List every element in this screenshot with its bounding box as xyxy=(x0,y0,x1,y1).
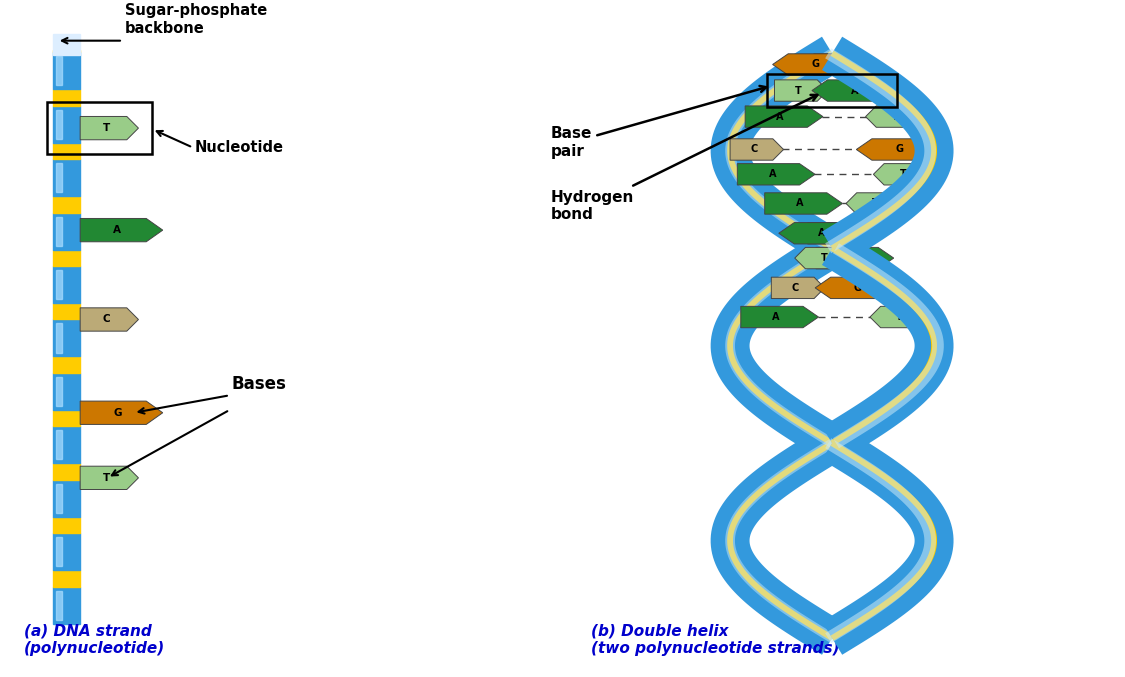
Bar xyxy=(56,377,62,406)
Bar xyxy=(53,34,80,56)
Bar xyxy=(53,427,80,463)
Polygon shape xyxy=(808,223,861,244)
Text: T: T xyxy=(828,228,835,238)
Bar xyxy=(53,196,80,213)
Text: A: A xyxy=(850,85,858,95)
Polygon shape xyxy=(737,164,814,185)
Bar xyxy=(53,517,80,533)
Polygon shape xyxy=(812,80,890,102)
Bar xyxy=(53,50,80,52)
Text: G: G xyxy=(896,144,903,154)
Text: T: T xyxy=(102,123,110,133)
Bar xyxy=(53,373,80,410)
Polygon shape xyxy=(873,164,927,185)
Polygon shape xyxy=(80,401,163,424)
Polygon shape xyxy=(816,277,893,299)
Bar xyxy=(56,163,62,192)
Polygon shape xyxy=(774,80,828,102)
Bar xyxy=(53,463,80,480)
Text: A: A xyxy=(114,225,122,235)
Polygon shape xyxy=(730,139,783,160)
Bar xyxy=(53,533,80,570)
Polygon shape xyxy=(794,247,848,269)
Text: G: G xyxy=(811,60,819,70)
Bar xyxy=(53,213,80,250)
Text: Sugar-phosphate
backbone: Sugar-phosphate backbone xyxy=(125,3,267,36)
Polygon shape xyxy=(765,193,843,214)
Bar xyxy=(53,356,80,373)
Polygon shape xyxy=(740,307,819,328)
Bar xyxy=(56,324,62,353)
Polygon shape xyxy=(80,116,138,139)
Text: T: T xyxy=(821,253,828,263)
Text: T: T xyxy=(892,112,899,122)
Bar xyxy=(53,320,80,356)
Bar xyxy=(53,52,80,89)
Text: C: C xyxy=(792,283,799,293)
Text: A: A xyxy=(768,169,776,179)
Polygon shape xyxy=(745,106,822,127)
Text: G: G xyxy=(114,408,122,418)
Polygon shape xyxy=(773,53,850,75)
Bar xyxy=(53,34,80,56)
Bar xyxy=(53,250,80,266)
Polygon shape xyxy=(80,219,163,242)
Text: Bases: Bases xyxy=(232,375,287,393)
Text: Hydrogen
bond: Hydrogen bond xyxy=(550,95,818,222)
Text: Nucleotide: Nucleotide xyxy=(195,140,284,155)
Bar xyxy=(56,431,62,460)
Text: (a) DNA strand
(polynucleotide): (a) DNA strand (polynucleotide) xyxy=(24,624,165,655)
Text: A: A xyxy=(847,253,855,263)
Polygon shape xyxy=(778,223,856,244)
Polygon shape xyxy=(846,193,900,214)
Bar xyxy=(53,143,80,159)
Text: A: A xyxy=(795,198,803,209)
Polygon shape xyxy=(865,106,919,127)
Text: T: T xyxy=(872,198,879,209)
Text: A: A xyxy=(818,228,826,238)
Text: (b) Double helix
(two polynucleotide strands): (b) Double helix (two polynucleotide str… xyxy=(591,624,839,655)
Bar xyxy=(56,56,62,85)
Text: C: C xyxy=(835,60,842,70)
Text: G: G xyxy=(854,283,862,293)
Bar xyxy=(53,570,80,587)
Bar xyxy=(56,590,62,619)
Text: C: C xyxy=(750,144,758,154)
Bar xyxy=(53,480,80,517)
Text: C: C xyxy=(102,315,110,324)
Bar xyxy=(56,537,62,566)
Polygon shape xyxy=(80,466,138,489)
Polygon shape xyxy=(870,307,924,328)
Text: T: T xyxy=(896,312,902,322)
Polygon shape xyxy=(856,139,934,160)
Bar xyxy=(56,110,62,139)
Bar xyxy=(53,587,80,624)
Bar xyxy=(53,89,80,106)
Bar xyxy=(53,410,80,427)
Text: Base
pair: Base pair xyxy=(550,86,766,159)
Text: T: T xyxy=(795,85,802,95)
Polygon shape xyxy=(772,277,825,299)
Bar xyxy=(53,106,80,143)
Polygon shape xyxy=(813,53,867,75)
Text: T: T xyxy=(102,473,110,483)
Bar xyxy=(47,102,152,154)
Bar xyxy=(56,217,62,246)
Text: A: A xyxy=(776,112,784,122)
Bar xyxy=(53,266,80,303)
Text: A: A xyxy=(772,312,780,322)
Bar xyxy=(56,270,62,299)
Bar xyxy=(56,483,62,512)
Polygon shape xyxy=(80,308,138,331)
Bar xyxy=(53,159,80,196)
Bar xyxy=(767,74,898,107)
Bar xyxy=(53,303,80,320)
Polygon shape xyxy=(816,247,893,269)
Text: T: T xyxy=(899,169,906,179)
